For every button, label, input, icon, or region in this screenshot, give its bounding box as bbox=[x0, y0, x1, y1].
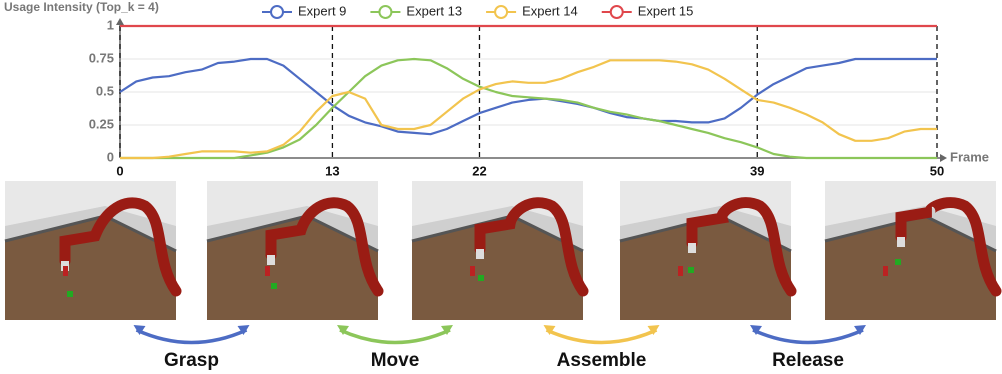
legend-marker bbox=[494, 5, 509, 19]
x-axis-label: Frame bbox=[950, 149, 989, 164]
arrow-head bbox=[854, 325, 866, 335]
series-line bbox=[120, 59, 937, 160]
series-line bbox=[120, 57, 937, 160]
robot-arm bbox=[265, 197, 384, 297]
y-tick-label: 0 bbox=[107, 149, 114, 164]
object-green bbox=[271, 283, 277, 289]
robot-frame-image bbox=[4, 181, 182, 320]
phase-label: Assemble bbox=[557, 350, 647, 371]
x-tick-label: 22 bbox=[472, 163, 486, 178]
series-line bbox=[119, 57, 937, 136]
phase-arrow bbox=[339, 328, 451, 345]
y-axis-arrow bbox=[116, 18, 124, 25]
floor bbox=[5, 181, 176, 226]
y-tick-label: 0.5 bbox=[96, 83, 114, 98]
arrow-head bbox=[237, 325, 250, 335]
robot-arm bbox=[895, 197, 1002, 297]
arrow-head bbox=[133, 325, 146, 335]
object-green bbox=[67, 291, 73, 297]
gripper bbox=[688, 243, 696, 253]
object-red bbox=[63, 266, 68, 276]
table-surface bbox=[620, 216, 791, 320]
robot-frame-image bbox=[411, 181, 589, 320]
robot-arm bbox=[474, 197, 589, 297]
object-red bbox=[470, 266, 475, 276]
legend-label: Expert 13 bbox=[406, 3, 462, 18]
table-surface bbox=[5, 216, 176, 320]
legend-marker bbox=[270, 5, 284, 19]
object-green bbox=[688, 267, 694, 273]
floor bbox=[412, 181, 583, 226]
robot-frame-image bbox=[619, 181, 797, 320]
object-green bbox=[895, 259, 901, 265]
legend-marker bbox=[378, 5, 393, 19]
robot-arm bbox=[686, 197, 797, 297]
floor bbox=[620, 181, 791, 226]
arrow-head bbox=[543, 325, 556, 335]
object-red bbox=[883, 266, 888, 276]
arrow-head bbox=[441, 325, 453, 335]
floor bbox=[825, 181, 996, 226]
phase-label: Move bbox=[371, 350, 420, 371]
object-red bbox=[265, 266, 270, 276]
object-red bbox=[678, 266, 683, 276]
x-tick-label: 50 bbox=[930, 163, 944, 178]
phase-label: Release bbox=[772, 350, 844, 371]
robot-frame-image bbox=[824, 181, 1002, 320]
table-surface bbox=[207, 216, 378, 320]
gripper bbox=[267, 255, 275, 265]
object-green bbox=[478, 275, 484, 281]
y-tick-label: 0.25 bbox=[89, 116, 114, 131]
phase-arrow bbox=[545, 328, 658, 345]
x-axis-arrow bbox=[940, 154, 947, 162]
phase-arrow bbox=[752, 328, 864, 345]
arrow-head bbox=[647, 325, 660, 335]
x-tick-label: 0 bbox=[116, 163, 123, 178]
table-surface bbox=[412, 216, 583, 320]
y-tick-label: 0.75 bbox=[89, 50, 114, 65]
gripper bbox=[476, 249, 484, 259]
legend-label: Expert 14 bbox=[522, 3, 578, 18]
robot-arm bbox=[59, 197, 182, 297]
legend-label: Expert 15 bbox=[638, 3, 694, 18]
legend-marker bbox=[609, 5, 624, 19]
phase-arrow bbox=[135, 328, 248, 345]
floor bbox=[207, 181, 378, 226]
phase-label: Grasp bbox=[164, 350, 219, 371]
legend-label: Expert 9 bbox=[298, 3, 346, 18]
table-surface bbox=[825, 216, 996, 320]
gripper bbox=[897, 237, 905, 247]
x-tick-label: 13 bbox=[325, 163, 339, 178]
arrow-head bbox=[337, 325, 349, 335]
y-tick-label: 1 bbox=[107, 17, 114, 32]
arrow-head bbox=[750, 325, 762, 335]
x-tick-label: 39 bbox=[750, 163, 764, 178]
chart-title: Usage Intensity (Top_k = 4) bbox=[4, 0, 159, 14]
robot-frame-image bbox=[206, 181, 384, 320]
